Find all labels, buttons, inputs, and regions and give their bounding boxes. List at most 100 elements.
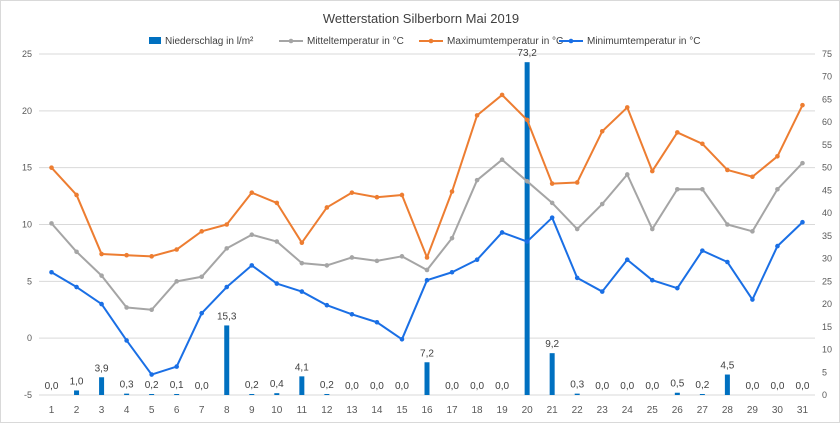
series-line [50,158,804,311]
x-tick-label: 22 [572,405,584,416]
y-right-tick-label: 20 [822,299,832,309]
bar-value-label: 0,3 [570,380,584,391]
series-point [424,267,430,273]
series-point [324,263,330,268]
x-tick-label: 16 [421,405,433,416]
series-point [224,222,230,227]
series-point [750,297,755,302]
temperature-lines [49,92,805,377]
x-tick-label: 28 [722,405,734,416]
series-point [99,301,104,307]
y-right-tick-label: 40 [822,208,832,218]
legend-label: Minimumtemperatur in °C [587,36,700,47]
series-point [249,232,255,238]
bar-value-label: 0,0 [770,381,784,392]
y-right-tick-label: 5 [822,367,827,377]
series-point [374,194,380,200]
series-point [124,305,129,310]
series-point [499,230,505,235]
x-tick-label: 5 [149,405,155,416]
bar-value-label: 15,3 [217,311,237,322]
series-point [274,281,280,286]
series-point [399,192,405,198]
series-point [99,273,104,278]
y-right-tick-label: 60 [822,117,832,127]
y-right-tick-label: 15 [822,322,832,332]
precipitation-bar [424,362,430,395]
series-line [50,93,804,259]
x-tick-label: 2 [74,405,80,416]
bar-value-label: 0,2 [320,380,334,391]
series-point [299,260,305,266]
precipitation-bar [674,392,680,395]
series-point [324,205,330,210]
y-left-tick-label: 15 [22,163,32,173]
series-point [474,177,480,183]
series-point [299,240,305,245]
y-right-tick-label: 70 [822,72,832,82]
precipitation-bar [524,62,530,396]
series-point [750,229,755,234]
series-point [675,285,680,291]
bar-value-label: 0,0 [745,381,759,392]
series-point [574,180,580,185]
bar-value-label: 1,0 [70,376,84,387]
x-tick-label: 23 [597,405,609,416]
series-point [800,102,805,108]
series-point [624,105,630,110]
x-tick-label: 9 [249,405,255,416]
series-point [49,221,54,226]
series-point [649,168,655,174]
series-point [174,247,179,252]
series-point [675,186,680,192]
series-point [124,338,129,343]
series-point [499,92,505,98]
x-tick-label: 1 [49,405,55,416]
bar-value-label: 0,0 [370,381,384,392]
x-tick-label: 8 [224,405,230,416]
series-point [624,257,630,263]
precipitation-bar [699,394,705,395]
series-point [574,275,580,281]
bar-value-label: 0,0 [45,381,59,392]
x-tick-label: 7 [199,405,205,416]
precipitation-bar [174,394,180,395]
series-point [449,235,455,241]
series-point [99,251,104,257]
series-point [349,190,355,195]
x-tick-label: 25 [647,405,659,416]
series-point [775,154,780,159]
series-point [800,219,805,225]
x-tick-label: 4 [124,405,130,416]
series-point [249,263,255,268]
series-point [124,252,129,258]
bar-value-label: 0,4 [270,379,284,390]
series-point [549,200,555,206]
y-right-tick-label: 75 [822,49,832,59]
series-point [675,130,680,135]
series-point [74,249,79,255]
series-point [224,246,230,251]
x-tick-label: 17 [446,405,458,416]
bar-value-label: 73,2 [517,48,537,59]
legend-label: Niederschlag in l/m² [165,36,254,47]
x-tick-label: 29 [747,405,759,416]
y-left-tick-label: 20 [22,106,32,116]
series-point [574,226,580,232]
series-point [74,192,79,198]
series-point [599,128,605,134]
y-left-tick-label: 10 [22,220,32,230]
gridlines [39,53,815,396]
series-point [599,201,605,207]
x-tick-label: 12 [321,405,333,416]
chart-title: Wetterstation Silberborn Mai 2019 [323,11,519,26]
precipitation-bar [574,393,580,395]
y-left-tick-label: 5 [27,276,32,286]
series-point [499,157,505,163]
precipitation-bar [249,394,255,395]
x-tick-label: 6 [174,405,180,416]
series-point [224,284,230,290]
series-point [649,277,655,283]
bar-value-label: 7,2 [420,348,434,359]
